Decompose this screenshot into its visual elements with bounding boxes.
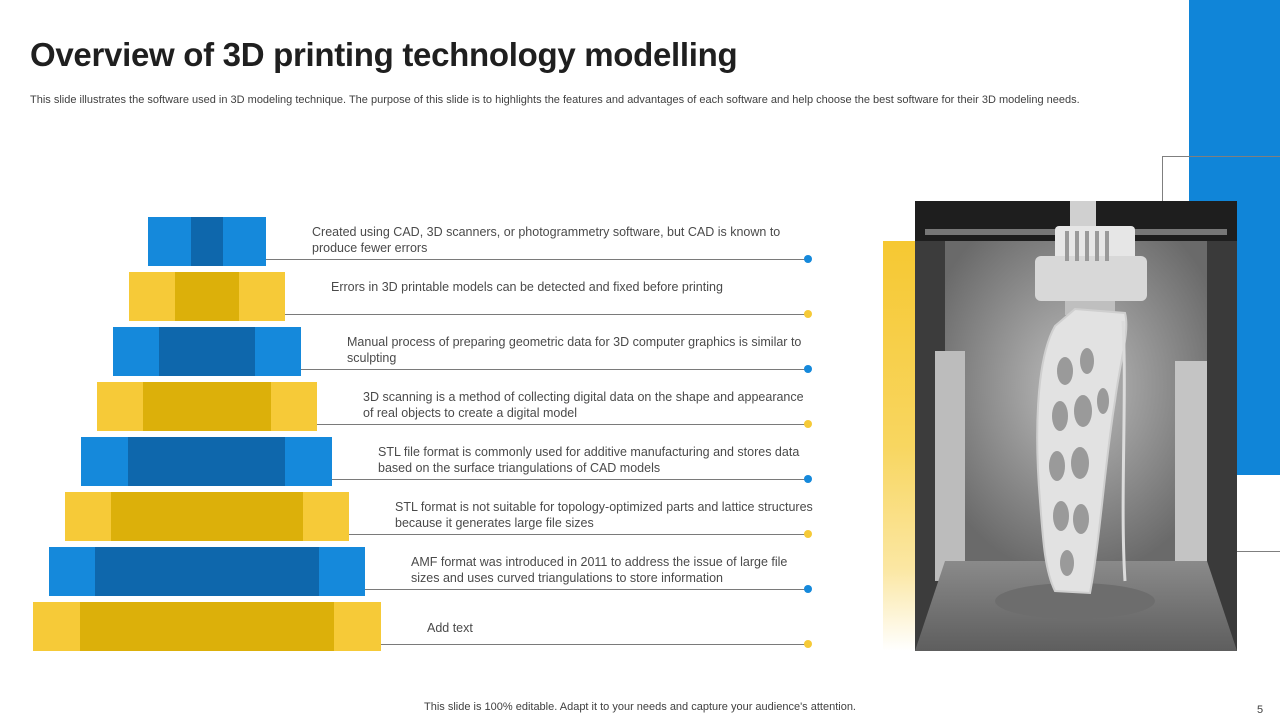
frame-line-top	[1162, 156, 1280, 157]
connector-dot-5	[804, 475, 812, 483]
layer-edge-left	[113, 327, 159, 376]
connector-line-8	[381, 644, 808, 645]
layer-edge-right	[303, 492, 349, 541]
connector-dot-6	[804, 530, 812, 538]
pyramid-layer-7	[49, 547, 365, 596]
layer-edge-left	[129, 272, 175, 321]
frame-line-left	[1162, 156, 1163, 201]
slide-footer: This slide is 100% editable. Adapt it to…	[424, 701, 856, 713]
connector-dot-7	[804, 585, 812, 593]
layer-edge-right	[271, 382, 317, 431]
pyramid-layer-6	[65, 492, 349, 541]
3d-printer-photo	[915, 201, 1237, 651]
layer-center	[128, 437, 285, 486]
page-number: 5	[1257, 704, 1264, 716]
pyramid-layer-5	[81, 437, 332, 486]
connector-dot-4	[804, 420, 812, 428]
layer-edge-left	[97, 382, 143, 431]
pyramid-layer-3	[113, 327, 301, 376]
connector-line-6	[349, 534, 808, 535]
slide-title: Overview of 3D printing technology model…	[30, 36, 738, 73]
frame-line-bottom	[1237, 551, 1280, 552]
connector-line-2	[285, 314, 808, 315]
layer-description-5: STL file format is commonly used for add…	[378, 445, 800, 475]
layer-center	[191, 217, 223, 266]
layer-edge-right	[285, 437, 332, 486]
layer-center	[159, 327, 255, 376]
layer-edge-right	[334, 602, 381, 651]
pyramid-layer-1	[148, 217, 266, 266]
connector-line-7	[365, 589, 808, 590]
layer-description-6: STL format is not suitable for topology-…	[395, 500, 813, 530]
layer-edge-left	[49, 547, 95, 596]
layer-center	[95, 547, 319, 596]
layer-edge-left	[81, 437, 128, 486]
layer-description-3: Manual process of preparing geometric da…	[347, 335, 802, 365]
connector-line-1	[266, 259, 808, 260]
pyramid-layer-8	[33, 602, 381, 651]
connector-line-5	[332, 479, 808, 480]
layer-description-1: Created using CAD, 3D scanners, or photo…	[312, 225, 781, 255]
connector-dot-8	[804, 640, 812, 648]
slide-subtitle: This slide illustrates the software used…	[30, 94, 1080, 106]
pyramid-layer-4	[97, 382, 317, 431]
layer-center	[175, 272, 239, 321]
connector-line-3	[301, 369, 808, 370]
connector-line-4	[317, 424, 808, 425]
layer-center	[80, 602, 334, 651]
connector-dot-3	[804, 365, 812, 373]
layer-description-7: AMF format was introduced in 2011 to add…	[411, 555, 788, 585]
layer-center	[111, 492, 303, 541]
connector-dot-1	[804, 255, 812, 263]
pyramid-layer-2	[129, 272, 285, 321]
layer-center	[143, 382, 271, 431]
layer-description-2: Errors in 3D printable models can be det…	[331, 280, 723, 294]
layer-edge-right	[239, 272, 285, 321]
layer-edge-left	[148, 217, 191, 266]
layer-edge-right	[255, 327, 301, 376]
layer-edge-left	[65, 492, 111, 541]
layer-edge-right	[223, 217, 266, 266]
layer-edge-left	[33, 602, 80, 651]
layer-description-4: 3D scanning is a method of collecting di…	[363, 390, 804, 420]
layer-edge-right	[319, 547, 365, 596]
layer-description-8: Add text	[427, 621, 473, 635]
connector-dot-2	[804, 310, 812, 318]
